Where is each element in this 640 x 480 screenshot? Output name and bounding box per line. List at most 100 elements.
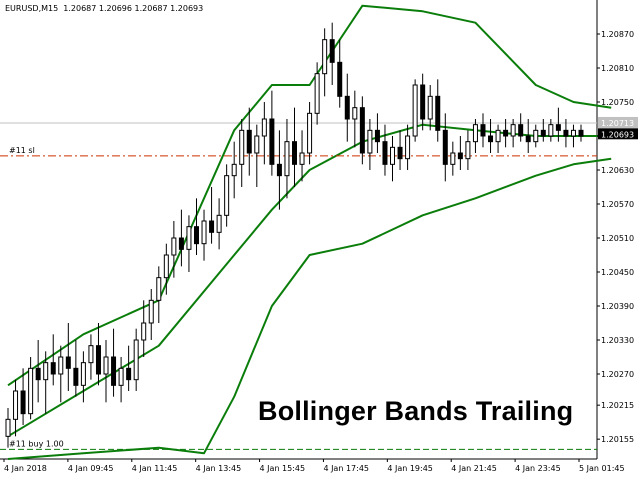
candle — [352, 90, 358, 148]
candle-body-up — [465, 141, 471, 160]
candle — [359, 96, 365, 165]
candle — [216, 198, 222, 250]
symbol-timeframe: EURUSD,M15 — [5, 4, 59, 13]
candle-body-down — [488, 135, 494, 143]
candle-body-up — [118, 367, 124, 386]
candle — [390, 136, 396, 182]
candle — [442, 113, 448, 182]
candle — [457, 136, 463, 170]
y-tick-label: 1.20330 — [601, 336, 634, 345]
candle — [269, 90, 275, 176]
candle — [472, 119, 478, 153]
stop-loss-label: #11 sl — [9, 146, 35, 155]
y-tick-label: 1.20390 — [601, 302, 634, 311]
candle-body-down — [276, 163, 282, 177]
candle-body-up — [58, 356, 64, 375]
candle — [171, 221, 177, 278]
candle — [103, 340, 109, 403]
candle — [224, 164, 230, 227]
candle — [525, 119, 531, 153]
bid-price-label: 1.20693 — [601, 130, 634, 139]
candle-body-down — [269, 118, 275, 165]
candle-body-up — [450, 152, 456, 165]
candle — [374, 113, 380, 153]
candle-body-down — [457, 152, 463, 160]
candle — [329, 22, 335, 85]
candle-body-up — [13, 390, 19, 420]
ask-price-tag — [598, 116, 638, 128]
candle-body-up — [171, 237, 177, 256]
candle — [178, 209, 184, 267]
candle-body-up — [156, 277, 162, 301]
bid-price-tag — [598, 128, 638, 140]
y-tick-label: 1.20750 — [601, 98, 634, 107]
candle — [488, 119, 494, 153]
candle-body-down — [73, 367, 79, 386]
candle — [95, 323, 101, 386]
candle-body-down — [435, 95, 441, 131]
candle — [246, 107, 252, 176]
candle-body-down — [563, 129, 569, 137]
candle-body-down — [111, 356, 117, 386]
candle — [382, 124, 388, 176]
candle-body-up — [5, 418, 11, 437]
y-tick-label: 1.20215 — [601, 401, 634, 410]
candle — [141, 300, 147, 357]
candle — [65, 323, 71, 391]
candle — [397, 130, 403, 170]
x-tick-label: 4 Jan 13:45 — [196, 464, 242, 473]
candle-body-up — [427, 95, 433, 120]
candle — [412, 79, 418, 142]
chart-header: EURUSD,M15 1.20687 1.20696 1.20687 1.206… — [5, 4, 203, 13]
candle-body-up — [231, 163, 237, 177]
grid — [0, 0, 598, 460]
candle-body-down — [95, 345, 101, 375]
bollinger-bands — [7, 4, 612, 460]
candle — [405, 124, 411, 170]
candle — [126, 345, 132, 391]
candle — [284, 119, 290, 199]
x-tick-label: 4 Jan 17:45 — [323, 464, 369, 473]
x-tick-label: 5 Jan 01:45 — [579, 464, 625, 473]
candle — [510, 119, 516, 148]
band-lower — [7, 157, 612, 460]
candle — [344, 73, 350, 142]
candle — [20, 368, 26, 425]
y-tick-label: 1.20155 — [601, 435, 634, 444]
candle-body-up — [216, 214, 222, 233]
candle — [480, 113, 486, 148]
candle — [261, 102, 267, 165]
candle-body-up — [28, 367, 34, 415]
candle — [163, 243, 169, 295]
y-tick-label: 1.20570 — [601, 200, 634, 209]
candle — [292, 107, 297, 187]
x-tick-label: 4 Jan 11:45 — [132, 464, 178, 473]
candle — [43, 351, 49, 414]
candle — [540, 119, 546, 142]
candle — [5, 408, 11, 448]
x-tick-label: 4 Jan 19:45 — [387, 464, 433, 473]
candle — [427, 85, 433, 131]
candle-body-up — [548, 124, 554, 137]
candle — [533, 124, 539, 148]
candle-body-down — [480, 124, 486, 137]
candle-body-down — [503, 129, 509, 137]
band-upper — [7, 4, 612, 387]
candle-body-up — [570, 129, 576, 137]
candle-body-up — [533, 129, 539, 143]
buy-order-label: #11 buy 1.00 — [9, 439, 64, 448]
x-tick-label: 4 Jan 23:45 — [515, 464, 561, 473]
x-tick-label: 4 Jan 21:45 — [451, 464, 497, 473]
candle — [518, 113, 524, 142]
candle-body-up — [510, 124, 516, 137]
candle — [193, 198, 199, 255]
candle — [13, 379, 19, 437]
candle — [148, 289, 154, 340]
candle — [209, 187, 215, 244]
candle — [578, 124, 584, 142]
x-tick-label: 4 Jan 2018 — [4, 464, 47, 473]
ohlc-values: 1.20687 1.20696 1.20687 1.20693 — [63, 4, 204, 13]
candle-body-up — [261, 118, 267, 137]
